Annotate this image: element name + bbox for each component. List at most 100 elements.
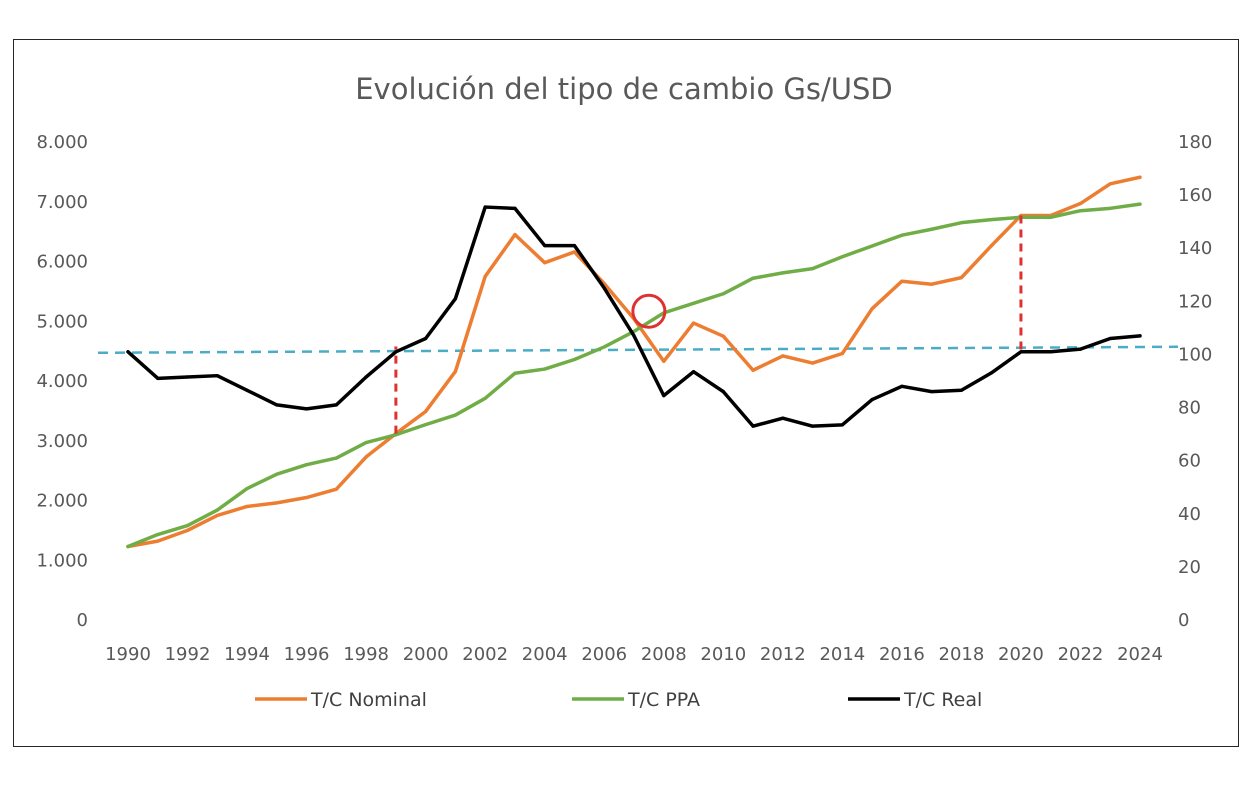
- right-axis-tick-label: 0: [1178, 610, 1189, 631]
- data-point-t-c-ppa: [959, 221, 964, 225]
- data-point-t-c-ppa: [275, 472, 279, 476]
- data-point-t-c-nominal: [870, 307, 874, 311]
- data-point-t-c-nominal: [900, 279, 904, 283]
- data-point-t-c-real: [453, 297, 458, 301]
- data-point-t-c-ppa: [930, 227, 934, 231]
- x-axis-tick-label: 2006: [581, 644, 627, 665]
- data-point-t-c-real: [870, 397, 874, 402]
- left-axis-tick-label: 1.000: [36, 550, 88, 571]
- series-line-t-c-nominal: [126, 175, 1142, 549]
- data-point-t-c-nominal: [185, 528, 190, 532]
- legend-label-t-c-real: T/C Real: [903, 689, 982, 711]
- left-axis: 0 1.000 2.000 3.000 4.000 5.000 6.000 7.000 8.00…: [36, 132, 88, 631]
- right-axis-tick-label: 80: [1178, 398, 1201, 419]
- data-point-t-c-real: [989, 371, 993, 375]
- data-point-t-c-real: [751, 424, 755, 428]
- data-point-t-c-ppa: [870, 244, 874, 248]
- legend-label-t-c-nominal: T/C Nominal: [310, 689, 427, 711]
- data-point-t-c-ppa: [126, 544, 130, 549]
- data-point-t-c-nominal: [989, 244, 993, 248]
- x-axis-tick-label: 2000: [403, 644, 449, 665]
- right-axis-tick-label: 180: [1178, 132, 1212, 153]
- x-axis-tick-label: 2018: [939, 644, 985, 665]
- right-axis-tick-label: 20: [1178, 557, 1201, 578]
- legend: T/C Nominal T/C PPA T/C Real: [255, 689, 982, 711]
- data-point-t-c-nominal: [959, 276, 964, 280]
- right-axis-tick-label: 100: [1178, 344, 1212, 365]
- series-lines: [126, 175, 1142, 549]
- data-point-t-c-real: [275, 403, 279, 407]
- data-point-t-c-real: [185, 375, 190, 379]
- left-axis-tick-label: 2.000: [36, 491, 88, 512]
- data-point-t-c-ppa: [1138, 202, 1142, 206]
- data-point-t-c-nominal: [1138, 175, 1142, 179]
- data-point-t-c-nominal: [840, 351, 844, 356]
- data-point-t-c-real: [1108, 336, 1112, 341]
- data-point-t-c-nominal: [304, 495, 309, 500]
- data-point-t-c-real: [1138, 334, 1142, 338]
- data-point-t-c-real: [602, 286, 606, 290]
- data-point-t-c-ppa: [334, 456, 338, 460]
- data-point-t-c-nominal: [156, 539, 160, 543]
- data-point-t-c-real: [424, 336, 428, 341]
- data-point-t-c-real: [126, 350, 130, 354]
- data-point-t-c-nominal: [572, 250, 577, 254]
- chart-title: Evolución del tipo de cambio Gs/USD: [355, 72, 893, 106]
- right-axis-tick-label: 140: [1178, 238, 1212, 259]
- data-point-t-c-real: [900, 384, 904, 388]
- legend-label-t-c-ppa: T/C PPA: [627, 689, 700, 711]
- data-point-t-c-real: [930, 390, 934, 394]
- data-point-t-c-ppa: [572, 357, 577, 362]
- right-axis-tick-label: 40: [1178, 504, 1201, 525]
- data-point-t-c-real: [572, 243, 577, 248]
- data-point-t-c-ppa: [721, 292, 725, 296]
- x-axis-tick-label: 2014: [819, 644, 865, 665]
- data-point-t-c-ppa: [1108, 206, 1112, 210]
- data-point-t-c-ppa: [691, 301, 696, 305]
- left-axis-tick-label: 3.000: [36, 431, 88, 452]
- data-point-t-c-ppa: [810, 267, 815, 271]
- data-point-t-c-nominal: [691, 321, 696, 325]
- data-point-t-c-ppa: [156, 532, 160, 537]
- data-point-t-c-ppa: [543, 367, 547, 371]
- data-point-t-c-nominal: [453, 369, 458, 374]
- data-point-t-c-nominal: [721, 334, 725, 338]
- data-point-t-c-ppa: [781, 271, 785, 275]
- data-point-t-c-real: [662, 394, 666, 398]
- data-point-t-c-ppa: [483, 396, 487, 400]
- data-point-t-c-real: [245, 388, 249, 392]
- data-point-t-c-nominal: [364, 455, 368, 459]
- x-axis-tick-label: 2004: [522, 644, 568, 665]
- data-point-t-c-real: [1049, 350, 1053, 354]
- data-point-t-c-nominal: [751, 368, 755, 372]
- x-axis-tick-label: 2020: [998, 644, 1044, 665]
- x-axis-tick-label: 2024: [1117, 644, 1163, 665]
- left-axis-tick-label: 6.000: [36, 252, 88, 273]
- data-point-t-c-real: [1078, 347, 1083, 351]
- data-point-t-c-real: [810, 424, 815, 428]
- annotations-front: [394, 215, 1023, 434]
- right-axis-tick-label: 60: [1178, 451, 1201, 472]
- data-point-t-c-real: [632, 334, 636, 338]
- x-axis-tick-label: 1996: [284, 644, 330, 665]
- data-point-t-c-ppa: [840, 255, 844, 259]
- data-point-t-c-real: [513, 206, 517, 210]
- data-point-t-c-real: [691, 370, 696, 374]
- data-point-t-c-ppa: [1049, 215, 1053, 219]
- data-point-t-c-ppa: [900, 233, 904, 237]
- data-point-t-c-real: [1019, 350, 1023, 354]
- x-axis-tick-label: 1992: [165, 644, 211, 665]
- data-point-t-c-nominal: [334, 487, 338, 491]
- data-point-t-c-ppa: [453, 413, 458, 417]
- data-point-t-c-real: [304, 407, 309, 411]
- data-point-t-c-ppa: [364, 440, 368, 445]
- data-point-t-c-real: [215, 374, 219, 378]
- left-axis-tick-label: 8.000: [36, 132, 88, 153]
- data-point-t-c-ppa: [1078, 209, 1083, 213]
- data-point-t-c-nominal: [1078, 201, 1083, 206]
- red-highlight-circle: [631, 293, 667, 329]
- x-axis-tick-label: 1998: [343, 644, 389, 665]
- data-point-t-c-real: [483, 205, 487, 209]
- data-point-t-c-ppa: [394, 433, 398, 437]
- data-point-t-c-nominal: [215, 513, 219, 518]
